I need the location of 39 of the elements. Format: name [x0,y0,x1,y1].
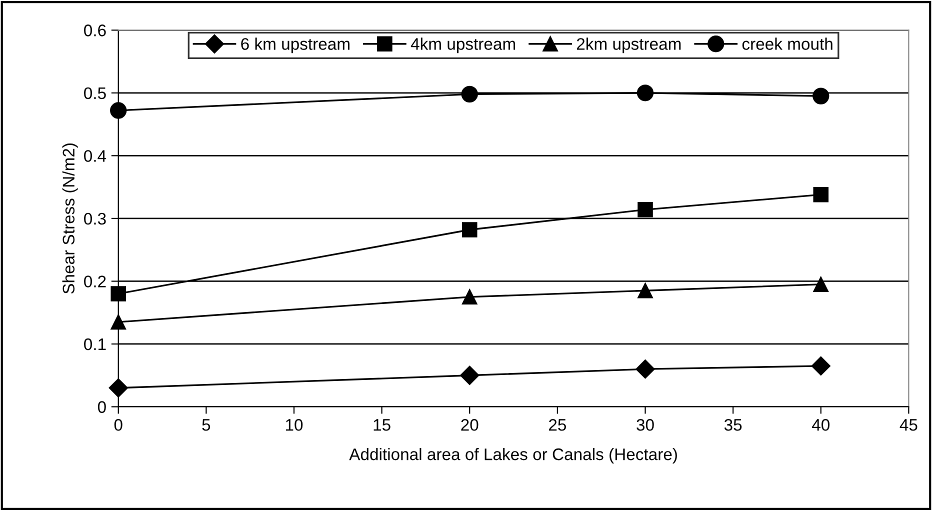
legend-label: creek mouth [742,38,832,50]
point [638,282,653,298]
legend-label: 4km upstream [410,38,516,54]
point [812,88,830,104]
y-tick-label: 0 [98,401,106,413]
y-tick-label: 0.4 [84,150,106,162]
x-tick-label: 25 [549,419,566,431]
y-tick-label: 0.2 [84,276,106,288]
point [110,286,126,302]
legend-label: 6 km upstream [241,38,350,54]
x-tick-label: 35 [724,419,742,431]
y-tick-label: 0.1 [84,338,106,350]
x-tick-label: 45 [900,419,918,431]
point [813,276,829,292]
point [462,222,478,238]
x-tick-label: 20 [461,419,478,431]
y-axis-title: Shear Stress (N/m2) [62,144,78,294]
point [813,186,829,202]
x-tick-label: 10 [286,419,303,431]
x-tick-label: 0 [114,419,122,431]
y-tick-label: 0.5 [84,87,106,100]
point [811,356,830,376]
point [110,314,126,330]
point [108,378,128,398]
y-tick-label: 0.6 [84,24,106,36]
legend-label: 2km upstream [576,38,681,54]
y-tick-label: 0.3 [84,212,106,225]
point [460,366,480,385]
point [636,84,654,102]
point [636,360,655,379]
x-axis-title: Additional area of Lakes or Canals (Hectare) [349,448,677,464]
point [461,86,478,103]
point [638,202,653,218]
x-tick-label: 30 [636,419,654,431]
x-tick-label: 15 [374,419,390,431]
x-tick-label: 40 [812,419,830,431]
x-tick-label: 5 [202,419,210,431]
point [110,102,127,119]
point [462,289,478,305]
